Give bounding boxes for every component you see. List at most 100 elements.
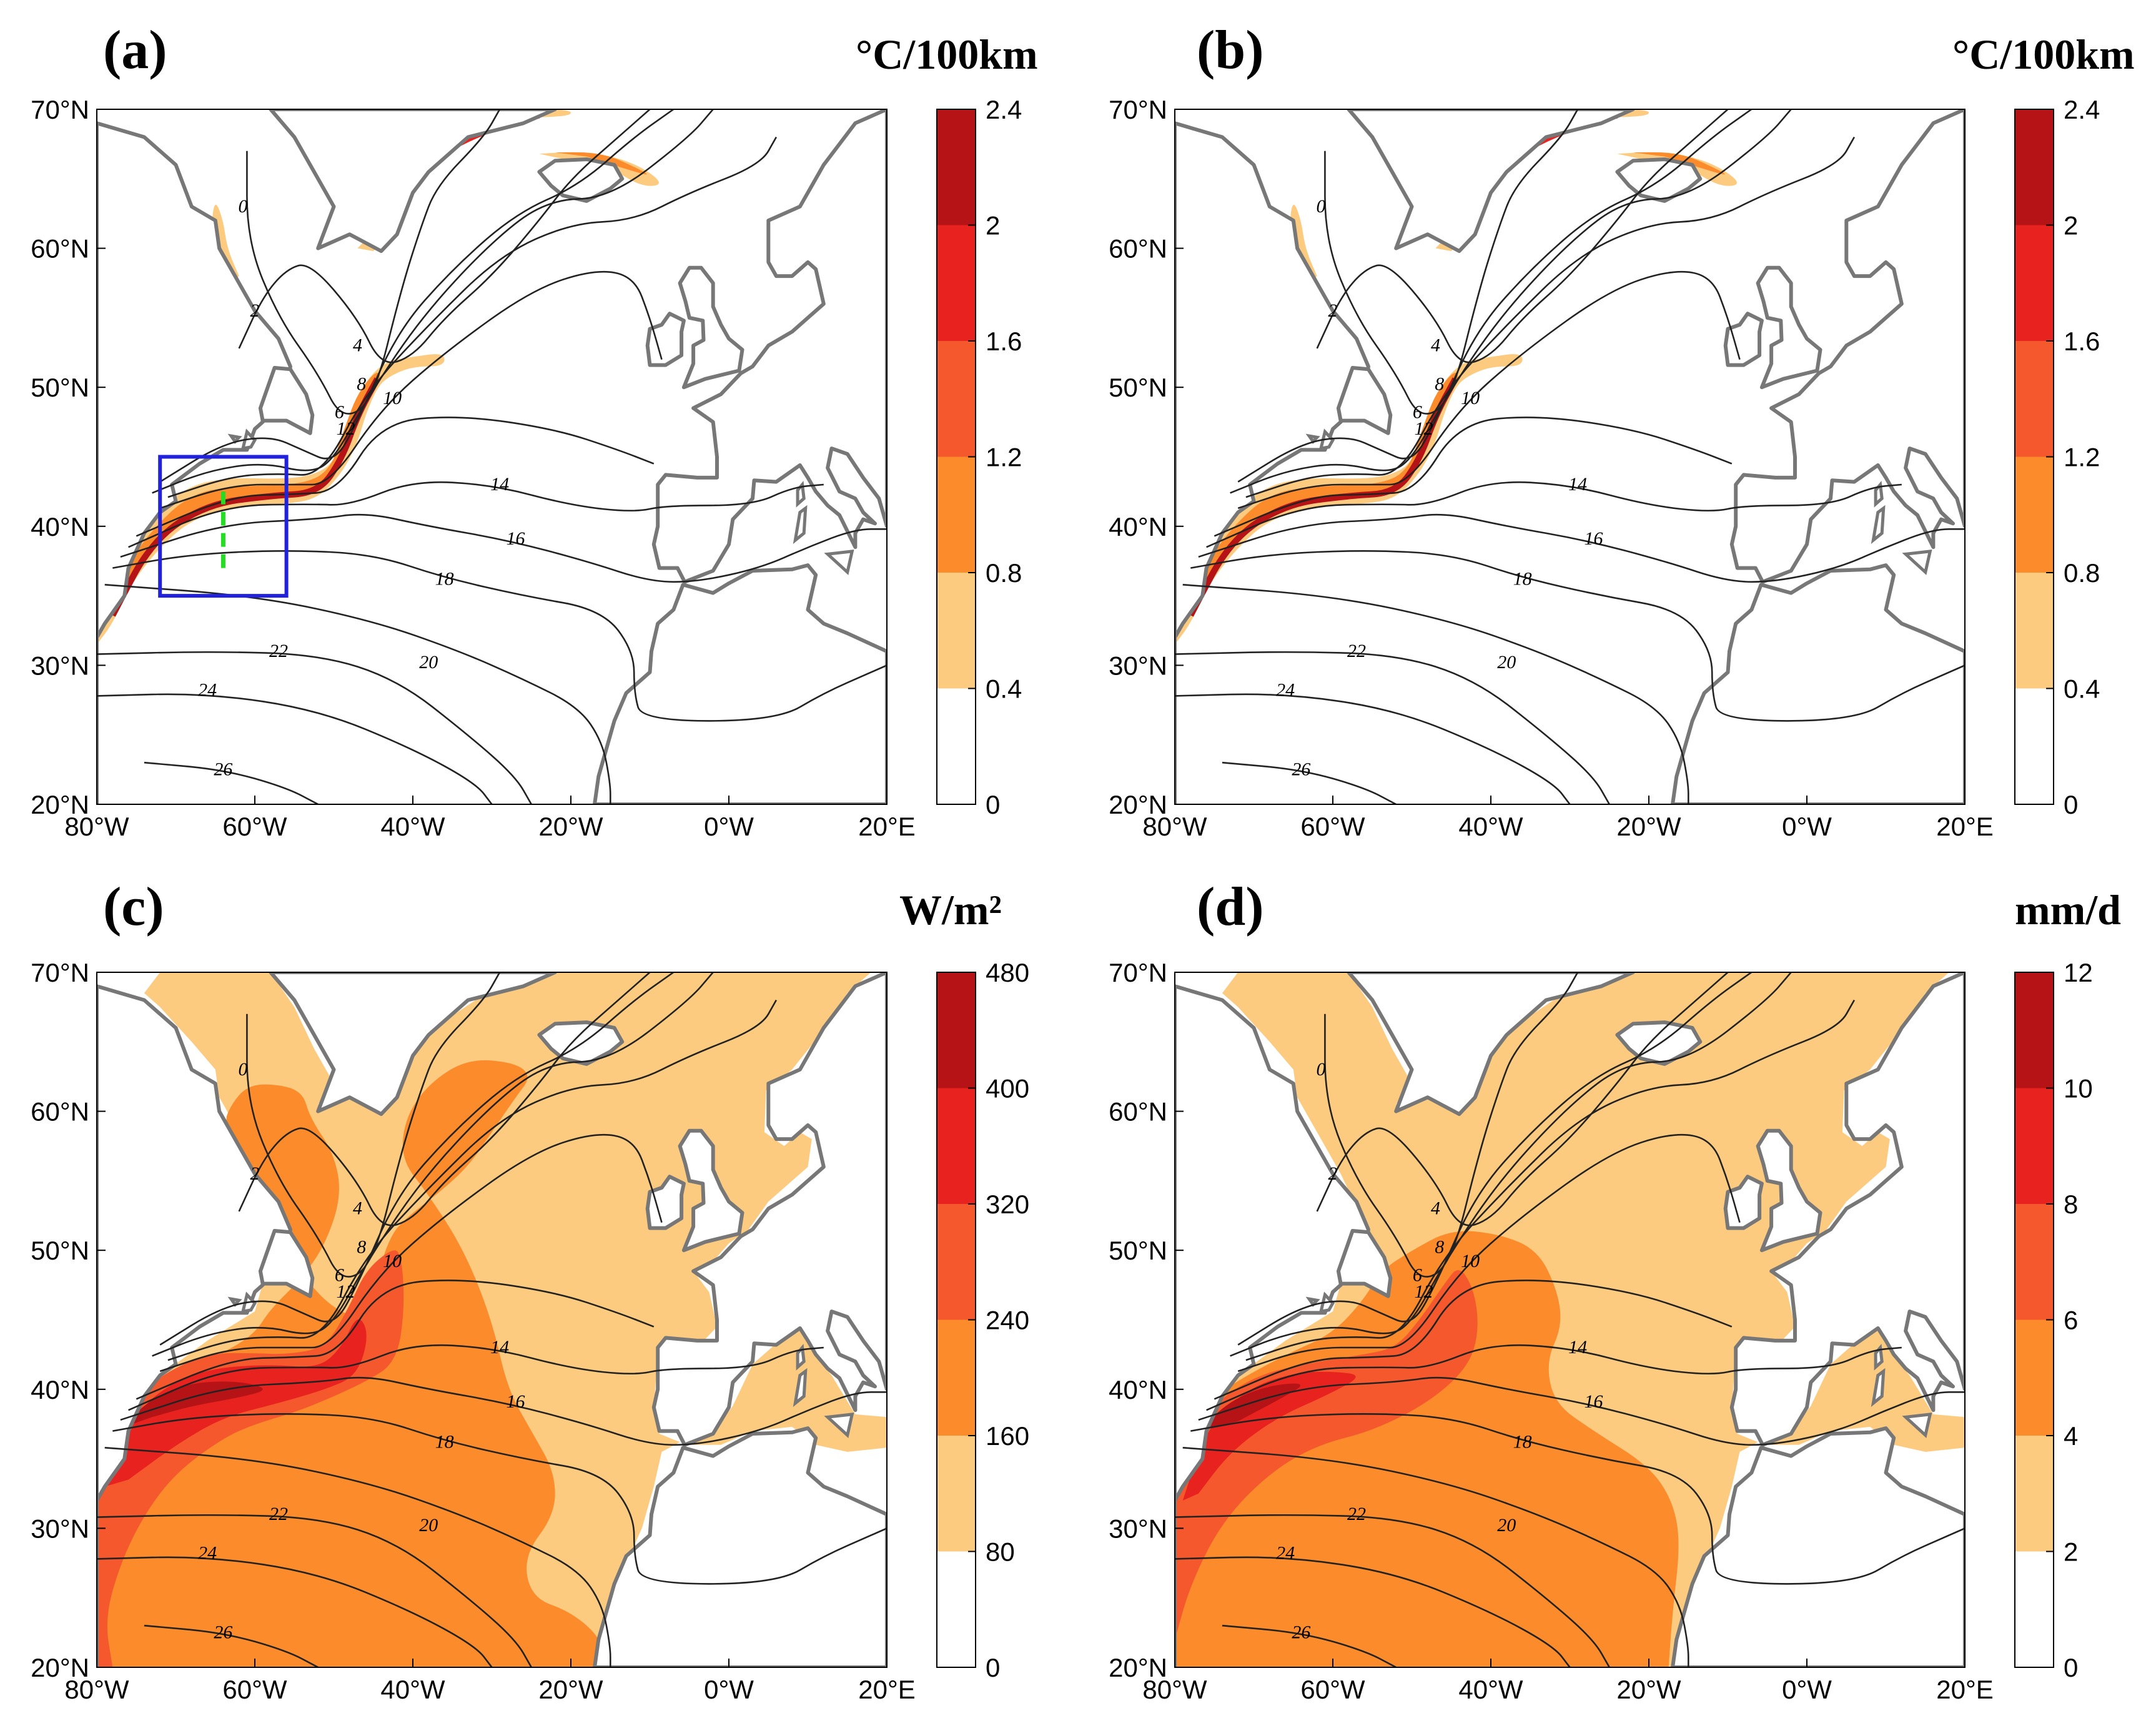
sst-contour [159,1133,663,1373]
contour-label: 16 [1584,528,1603,549]
unit-label: °C/100km [1952,31,2135,78]
sst-contour [1324,972,1579,1278]
panel-label: (a) [103,20,167,81]
contour-label: 10 [383,388,402,408]
sst-contour [128,481,824,548]
colorbar-segment [2015,1436,2054,1552]
contour-label: 16 [506,1391,525,1412]
contour-label: 4 [353,335,362,355]
island [1305,1296,1320,1307]
colorbar-tick-label: 1.2 [2064,443,2100,472]
x-tick-label: 60°W [222,1675,287,1704]
x-tick-label: 0°W [1782,1675,1832,1704]
field-fill [1175,1270,1478,1667]
land [258,1229,315,1298]
sst-contour [1237,109,1753,483]
sst-contour [136,417,655,537]
y-tick-label: 70°N [31,95,89,124]
contour-label: 14 [490,474,509,495]
sst-contour [1190,1413,1965,1585]
contour-label: 0 [239,196,248,217]
sst-contour [136,1280,655,1400]
sst-contour [104,584,611,804]
sst-contour [238,972,651,1226]
contour-label: 4 [1431,335,1440,355]
land [645,312,686,367]
contour-label: 0 [1317,196,1326,217]
colorbar-segment [2015,573,2054,689]
unit-label: mm/d [2015,886,2121,934]
contour-label: 24 [1276,1542,1295,1563]
colorbar-tick-label: 6 [2064,1306,2078,1335]
y-tick-label: 20°N [1109,790,1167,819]
land [593,1426,887,1667]
land [258,366,315,435]
y-tick-label: 20°N [31,790,89,819]
colorbar-tick-label: 2 [986,211,1000,240]
contour-label: 20 [1497,1515,1516,1536]
contour-label: 2 [250,1163,260,1184]
sst-contour [97,1514,532,1667]
land [1723,312,1764,367]
land [1336,366,1393,435]
land [1615,1020,1703,1066]
colorbar-tick-label: 10 [2064,1074,2093,1103]
contour-label: 4 [1431,1198,1440,1218]
colorbar-tick-label: 0 [2064,790,2078,819]
sst-contour [144,1624,319,1667]
sst-contour [152,972,714,1357]
island [796,1343,806,1371]
x-tick-label: 80°W [64,812,129,841]
x-tick-label: 20°E [858,1675,916,1704]
contour-label: 12 [336,1281,355,1302]
island [240,1291,257,1314]
colorbar-segment [937,972,976,1088]
colorbar-segment [2015,225,2054,341]
sst-contour [238,109,651,363]
panel-label: (d) [1197,877,1264,937]
contour-label: 18 [435,1431,454,1452]
land [537,157,625,203]
panel-label: (c) [103,877,164,937]
colorbar-segment [2015,341,2054,457]
colorbar-tick-label: 2.4 [986,95,1022,124]
colorbar-segment [937,1088,976,1204]
sst-contour [246,972,501,1278]
x-tick-label: 80°W [1142,812,1207,841]
contour-label: 6 [1413,1265,1422,1285]
x-tick-label: 80°W [1142,1675,1207,1704]
gradient-fill [1290,205,1317,282]
sst-contour [159,109,675,483]
sst-contour [128,1344,824,1411]
field-fill [104,1319,367,1487]
x-tick-label: 60°W [1300,1675,1365,1704]
colorbar-segment [937,109,976,225]
y-tick-label: 50°N [1109,373,1167,402]
x-tick-label: 60°W [222,812,287,841]
colorbar-segment [937,456,976,573]
colorbar-tick-label: 480 [986,958,1029,987]
sst-contour [1222,1624,1397,1667]
contour-label: 22 [1347,1504,1366,1524]
panel-d: (d) mm/d 0 2 4 6 8 10 12 14 16 18 20 22 24 26 80°W 60°W… [1078,863,2156,1726]
island [227,433,242,444]
gradient-fill [1617,152,1737,186]
x-tick-label: 20°W [1616,1675,1681,1704]
sst-contour [1245,999,1856,1361]
land [1347,972,1635,1117]
colorbar-segment [2015,688,2054,804]
x-tick-label: 40°W [380,812,445,841]
contour-label: 26 [1292,1622,1310,1642]
x-tick-label: 40°W [380,1675,445,1704]
colorbar-tick-label: 2 [2064,211,2078,240]
island [1874,1343,1884,1371]
colorbar-tick-label: 160 [986,1421,1029,1451]
sst-contour [120,1376,887,1446]
y-tick-label: 50°N [31,373,89,402]
plot-frame [1174,109,1966,805]
island [793,1368,808,1408]
colorbar-segment [937,341,976,457]
